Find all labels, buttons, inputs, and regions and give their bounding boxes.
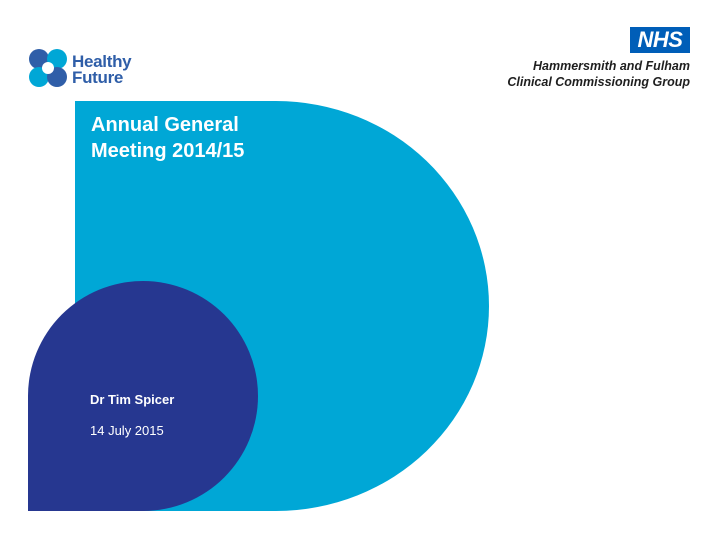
healthy-future-wordmark: Healthy Future	[72, 52, 132, 87]
slide-title-line1: Annual General	[91, 114, 239, 136]
healthy-future-logo: Healthy Future	[26, 46, 136, 90]
healthy-future-flower-icon	[29, 49, 67, 87]
nhs-logo-badge: NHS	[630, 27, 690, 53]
healthy-future-line1: Healthy	[72, 52, 132, 71]
navy-shape	[28, 281, 258, 511]
ccg-name-line2: Clinical Commissioning Group	[507, 75, 690, 89]
slide-title: Annual General Meeting 2014/15	[91, 112, 351, 164]
presenter-name: Dr Tim Spicer	[90, 392, 175, 407]
presentation-date: 14 July 2015	[90, 423, 164, 438]
healthy-future-line2: Future	[72, 68, 124, 87]
slide-title-line2: Meeting 2014/15	[91, 140, 245, 162]
ccg-name-line1: Hammersmith and Fulham	[533, 59, 690, 73]
ccg-name: Hammersmith and Fulham Clinical Commissi…	[430, 58, 690, 90]
